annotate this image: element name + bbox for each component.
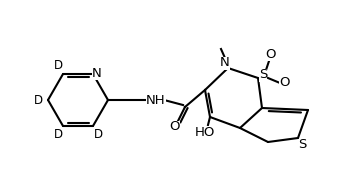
Text: O: O <box>170 120 180 134</box>
Text: D: D <box>33 93 42 107</box>
Text: HO: HO <box>195 126 215 139</box>
Text: D: D <box>53 128 63 141</box>
Text: D: D <box>53 59 63 72</box>
Text: N: N <box>220 56 230 70</box>
Text: N: N <box>92 66 102 80</box>
Text: O: O <box>279 77 289 89</box>
Text: S: S <box>298 139 306 151</box>
Text: D: D <box>93 128 103 141</box>
Text: NH: NH <box>146 93 166 107</box>
Text: S: S <box>259 69 267 82</box>
Text: O: O <box>265 48 275 60</box>
